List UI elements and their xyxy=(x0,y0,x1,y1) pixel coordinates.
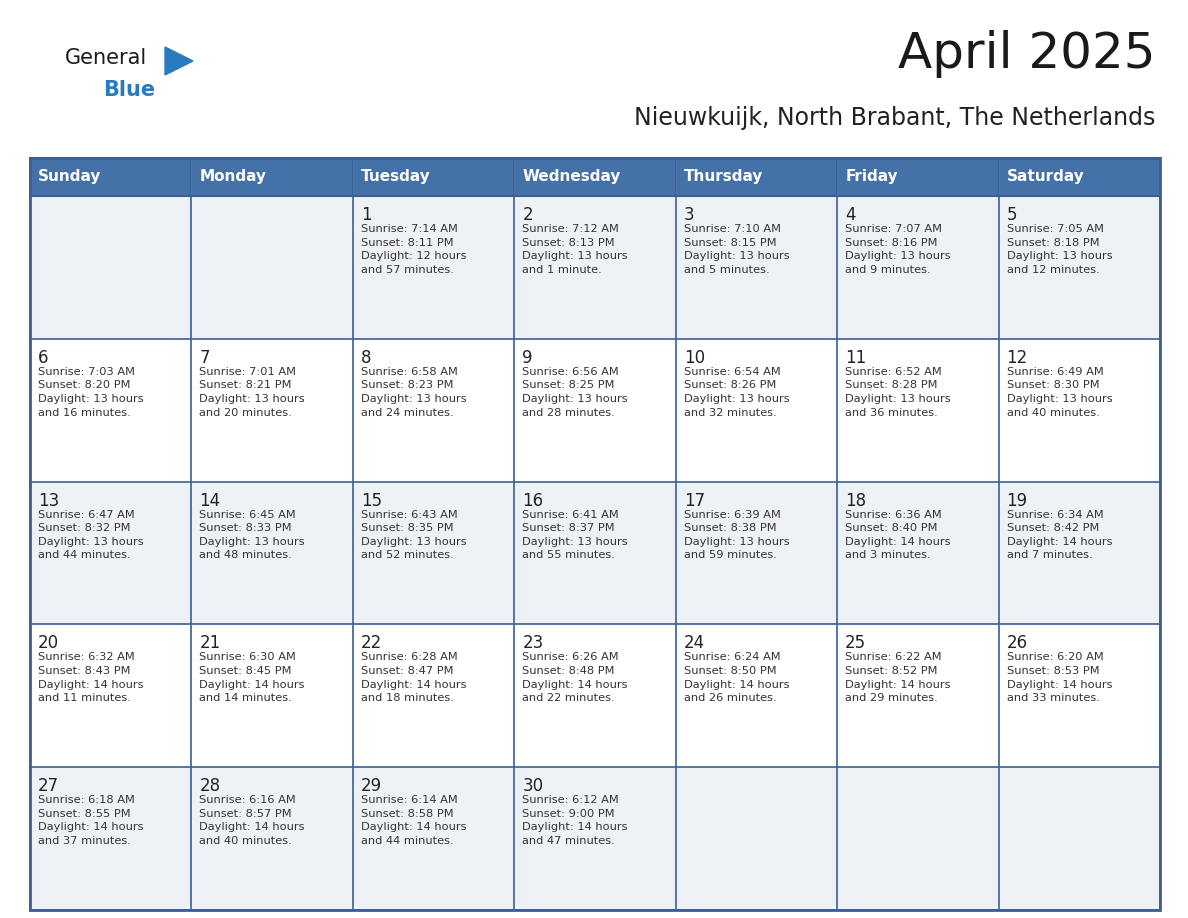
Text: Sunrise: 6:24 AM
Sunset: 8:50 PM
Daylight: 14 hours
and 26 minutes.: Sunrise: 6:24 AM Sunset: 8:50 PM Dayligh… xyxy=(684,653,789,703)
Bar xyxy=(30,767,1159,910)
Text: Sunrise: 6:43 AM
Sunset: 8:35 PM
Daylight: 13 hours
and 52 minutes.: Sunrise: 6:43 AM Sunset: 8:35 PM Dayligh… xyxy=(361,509,467,560)
Text: Thursday: Thursday xyxy=(684,170,763,185)
Text: Sunrise: 6:56 AM
Sunset: 8:25 PM
Daylight: 13 hours
and 28 minutes.: Sunrise: 6:56 AM Sunset: 8:25 PM Dayligh… xyxy=(523,367,628,418)
Text: 23: 23 xyxy=(523,634,544,653)
Text: Sunrise: 6:58 AM
Sunset: 8:23 PM
Daylight: 13 hours
and 24 minutes.: Sunrise: 6:58 AM Sunset: 8:23 PM Dayligh… xyxy=(361,367,467,418)
Text: General: General xyxy=(65,48,147,68)
Text: Sunrise: 6:22 AM
Sunset: 8:52 PM
Daylight: 14 hours
and 29 minutes.: Sunrise: 6:22 AM Sunset: 8:52 PM Dayligh… xyxy=(845,653,950,703)
Text: Sunrise: 6:20 AM
Sunset: 8:53 PM
Daylight: 14 hours
and 33 minutes.: Sunrise: 6:20 AM Sunset: 8:53 PM Dayligh… xyxy=(1006,653,1112,703)
Text: 3: 3 xyxy=(684,206,694,224)
Text: Sunrise: 6:41 AM
Sunset: 8:37 PM
Daylight: 13 hours
and 55 minutes.: Sunrise: 6:41 AM Sunset: 8:37 PM Dayligh… xyxy=(523,509,628,560)
Text: Sunrise: 7:14 AM
Sunset: 8:11 PM
Daylight: 12 hours
and 57 minutes.: Sunrise: 7:14 AM Sunset: 8:11 PM Dayligh… xyxy=(361,224,467,274)
Text: 12: 12 xyxy=(1006,349,1028,367)
Text: Sunrise: 7:05 AM
Sunset: 8:18 PM
Daylight: 13 hours
and 12 minutes.: Sunrise: 7:05 AM Sunset: 8:18 PM Dayligh… xyxy=(1006,224,1112,274)
Text: Sunrise: 6:47 AM
Sunset: 8:32 PM
Daylight: 13 hours
and 44 minutes.: Sunrise: 6:47 AM Sunset: 8:32 PM Dayligh… xyxy=(38,509,144,560)
Text: 28: 28 xyxy=(200,778,221,795)
Text: 20: 20 xyxy=(38,634,59,653)
Text: Sunrise: 6:26 AM
Sunset: 8:48 PM
Daylight: 14 hours
and 22 minutes.: Sunrise: 6:26 AM Sunset: 8:48 PM Dayligh… xyxy=(523,653,627,703)
Text: 18: 18 xyxy=(845,492,866,509)
Text: 30: 30 xyxy=(523,778,543,795)
Bar xyxy=(30,624,1159,767)
Text: Sunrise: 6:54 AM
Sunset: 8:26 PM
Daylight: 13 hours
and 32 minutes.: Sunrise: 6:54 AM Sunset: 8:26 PM Dayligh… xyxy=(684,367,789,418)
Text: Sunrise: 6:45 AM
Sunset: 8:33 PM
Daylight: 13 hours
and 48 minutes.: Sunrise: 6:45 AM Sunset: 8:33 PM Dayligh… xyxy=(200,509,305,560)
Bar xyxy=(676,158,838,196)
Text: Sunday: Sunday xyxy=(38,170,101,185)
Text: Sunrise: 6:28 AM
Sunset: 8:47 PM
Daylight: 14 hours
and 18 minutes.: Sunrise: 6:28 AM Sunset: 8:47 PM Dayligh… xyxy=(361,653,467,703)
Bar xyxy=(514,158,676,196)
Text: Sunrise: 6:36 AM
Sunset: 8:40 PM
Daylight: 14 hours
and 3 minutes.: Sunrise: 6:36 AM Sunset: 8:40 PM Dayligh… xyxy=(845,509,950,560)
Text: 8: 8 xyxy=(361,349,372,367)
Text: Sunrise: 6:32 AM
Sunset: 8:43 PM
Daylight: 14 hours
and 11 minutes.: Sunrise: 6:32 AM Sunset: 8:43 PM Dayligh… xyxy=(38,653,144,703)
Text: Sunrise: 7:10 AM
Sunset: 8:15 PM
Daylight: 13 hours
and 5 minutes.: Sunrise: 7:10 AM Sunset: 8:15 PM Dayligh… xyxy=(684,224,789,274)
Text: 19: 19 xyxy=(1006,492,1028,509)
Bar xyxy=(191,158,353,196)
Bar xyxy=(30,158,1159,910)
Text: 7: 7 xyxy=(200,349,210,367)
Text: Sunrise: 7:03 AM
Sunset: 8:20 PM
Daylight: 13 hours
and 16 minutes.: Sunrise: 7:03 AM Sunset: 8:20 PM Dayligh… xyxy=(38,367,144,418)
Text: Sunrise: 6:52 AM
Sunset: 8:28 PM
Daylight: 13 hours
and 36 minutes.: Sunrise: 6:52 AM Sunset: 8:28 PM Dayligh… xyxy=(845,367,950,418)
Text: Blue: Blue xyxy=(103,80,156,100)
Text: Sunrise: 6:30 AM
Sunset: 8:45 PM
Daylight: 14 hours
and 14 minutes.: Sunrise: 6:30 AM Sunset: 8:45 PM Dayligh… xyxy=(200,653,305,703)
Text: Sunrise: 6:14 AM
Sunset: 8:58 PM
Daylight: 14 hours
and 44 minutes.: Sunrise: 6:14 AM Sunset: 8:58 PM Dayligh… xyxy=(361,795,467,846)
Text: 6: 6 xyxy=(38,349,49,367)
Bar xyxy=(30,482,1159,624)
Bar xyxy=(838,158,999,196)
Text: Sunrise: 6:49 AM
Sunset: 8:30 PM
Daylight: 13 hours
and 40 minutes.: Sunrise: 6:49 AM Sunset: 8:30 PM Dayligh… xyxy=(1006,367,1112,418)
Text: 15: 15 xyxy=(361,492,383,509)
Text: Wednesday: Wednesday xyxy=(523,170,620,185)
Text: 16: 16 xyxy=(523,492,543,509)
Text: Sunrise: 6:16 AM
Sunset: 8:57 PM
Daylight: 14 hours
and 40 minutes.: Sunrise: 6:16 AM Sunset: 8:57 PM Dayligh… xyxy=(200,795,305,846)
Text: 21: 21 xyxy=(200,634,221,653)
Bar xyxy=(30,196,1159,339)
Text: April 2025: April 2025 xyxy=(897,30,1155,78)
Text: 13: 13 xyxy=(38,492,59,509)
Text: Sunrise: 6:34 AM
Sunset: 8:42 PM
Daylight: 14 hours
and 7 minutes.: Sunrise: 6:34 AM Sunset: 8:42 PM Dayligh… xyxy=(1006,509,1112,560)
Text: 14: 14 xyxy=(200,492,221,509)
Text: Nieuwkuijk, North Brabant, The Netherlands: Nieuwkuijk, North Brabant, The Netherlan… xyxy=(633,106,1155,130)
Text: Sunrise: 6:39 AM
Sunset: 8:38 PM
Daylight: 13 hours
and 59 minutes.: Sunrise: 6:39 AM Sunset: 8:38 PM Dayligh… xyxy=(684,509,789,560)
Text: 25: 25 xyxy=(845,634,866,653)
Polygon shape xyxy=(165,47,192,75)
Text: 22: 22 xyxy=(361,634,383,653)
Text: Sunrise: 7:01 AM
Sunset: 8:21 PM
Daylight: 13 hours
and 20 minutes.: Sunrise: 7:01 AM Sunset: 8:21 PM Dayligh… xyxy=(200,367,305,418)
Text: Sunrise: 7:07 AM
Sunset: 8:16 PM
Daylight: 13 hours
and 9 minutes.: Sunrise: 7:07 AM Sunset: 8:16 PM Dayligh… xyxy=(845,224,950,274)
Bar xyxy=(999,158,1159,196)
Text: 2: 2 xyxy=(523,206,533,224)
Bar xyxy=(30,158,191,196)
Text: Tuesday: Tuesday xyxy=(361,170,430,185)
Text: 26: 26 xyxy=(1006,634,1028,653)
Text: Saturday: Saturday xyxy=(1006,170,1085,185)
Text: 29: 29 xyxy=(361,778,383,795)
Text: Friday: Friday xyxy=(845,170,898,185)
Text: 5: 5 xyxy=(1006,206,1017,224)
Text: 17: 17 xyxy=(684,492,704,509)
Text: Monday: Monday xyxy=(200,170,266,185)
Text: 9: 9 xyxy=(523,349,532,367)
Text: Sunrise: 6:18 AM
Sunset: 8:55 PM
Daylight: 14 hours
and 37 minutes.: Sunrise: 6:18 AM Sunset: 8:55 PM Dayligh… xyxy=(38,795,144,846)
Bar xyxy=(30,339,1159,482)
Bar xyxy=(353,158,514,196)
Text: 27: 27 xyxy=(38,778,59,795)
Text: 1: 1 xyxy=(361,206,372,224)
Text: 10: 10 xyxy=(684,349,704,367)
Text: 4: 4 xyxy=(845,206,855,224)
Text: 24: 24 xyxy=(684,634,704,653)
Text: Sunrise: 7:12 AM
Sunset: 8:13 PM
Daylight: 13 hours
and 1 minute.: Sunrise: 7:12 AM Sunset: 8:13 PM Dayligh… xyxy=(523,224,628,274)
Text: Sunrise: 6:12 AM
Sunset: 9:00 PM
Daylight: 14 hours
and 47 minutes.: Sunrise: 6:12 AM Sunset: 9:00 PM Dayligh… xyxy=(523,795,627,846)
Text: 11: 11 xyxy=(845,349,866,367)
